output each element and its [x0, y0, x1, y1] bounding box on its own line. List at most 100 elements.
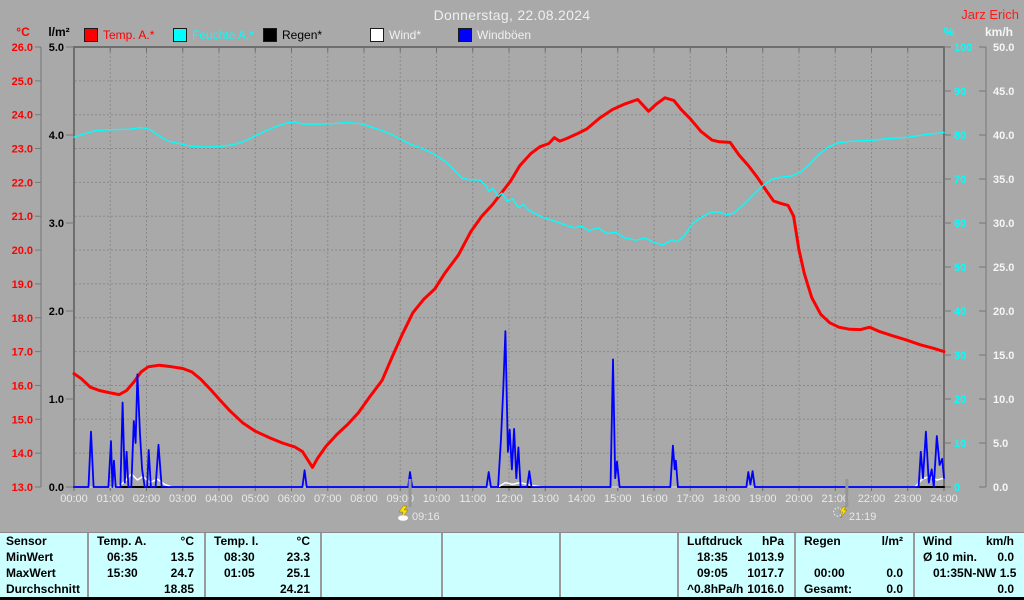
column-unit — [667, 533, 677, 549]
table-value-row: 0.0 — [915, 581, 1024, 597]
cell-label — [561, 565, 569, 581]
cell-label: Gesamt: — [804, 582, 853, 596]
legend-label: Wind* — [389, 28, 422, 42]
x-tick-label: 20:00 — [785, 493, 813, 505]
table-value-row: 18:35 1013.9 — [679, 549, 794, 565]
x-tick-label: 08:00 — [350, 493, 378, 505]
x-tick-label: 00:00 — [60, 493, 88, 505]
cell-value: 1017.7 — [747, 566, 784, 580]
temp-tick-label: 21.0 — [12, 211, 33, 223]
x-tick-label: 05:00 — [241, 493, 269, 505]
moon-flash-icon — [833, 506, 848, 519]
column-name: Temp. A. — [97, 534, 147, 548]
x-tick-label: 12:00 — [495, 493, 523, 505]
x-tick-label: 23:00 — [894, 493, 922, 505]
page-title: Donnerstag, 22.08.2024 — [433, 7, 591, 23]
x-tick-label: 09:00 — [386, 493, 414, 505]
humidity-axis: 0 10 20 30 40 50 60 70 80 90 100 — [944, 42, 972, 494]
humidity-tick-label: 60 — [954, 218, 966, 230]
humidity-tick-label: 40 — [954, 306, 966, 318]
row-header: Durchschnitt — [6, 582, 81, 596]
column-unit: hPa — [761, 534, 784, 548]
x-tick-label: 17:00 — [676, 493, 704, 505]
cell-value: 24.21 — [279, 582, 310, 596]
column-header-row: Wind km/h — [915, 533, 1024, 549]
cell-label — [561, 581, 569, 597]
wind-tick-label: 15.0 — [993, 350, 1014, 362]
x-axis-labels: 00:00 01:00 02:00 03:00 04:00 05:00 06:00 07:00… — [60, 493, 958, 505]
windboeen-swatch-icon — [458, 28, 472, 42]
table-value-row — [322, 565, 441, 581]
cell-label: 09:05 — [697, 566, 728, 580]
x-tick-label: 24:00 — [930, 493, 958, 505]
cell-label — [796, 549, 804, 565]
cell-value: N-NW 1.5 — [963, 566, 1017, 580]
column-header-row: Temp. A. °C — [89, 533, 204, 549]
summary-table: Sensor MinWert MaxWert Durchschnitt Temp. A.… — [0, 532, 1024, 597]
cell-value — [667, 581, 677, 597]
rain-tick-label: 2.0 — [49, 306, 64, 318]
x-tick-label: 03:00 — [169, 493, 197, 505]
event-marker-21-19: 21:19 — [833, 479, 877, 523]
event-time-label: 21:19 — [849, 511, 877, 523]
x-tick-label: 13:00 — [531, 493, 559, 505]
table-column-luftdruck: Luftdruck hPa 18:35 1013.9 09:05 1017.7 ^0.8hP… — [677, 533, 794, 597]
table-value-row — [443, 565, 559, 581]
table-value-row: 09:05 1017.7 — [679, 565, 794, 581]
legend-label: Temp. A.* — [103, 28, 155, 42]
table-column-empty — [441, 533, 559, 597]
cell-label: 06:35 — [107, 550, 138, 564]
x-tick-label: 15:00 — [604, 493, 632, 505]
x-tick-label: 14:00 — [568, 493, 596, 505]
temp-tick-label: 23.0 — [12, 144, 33, 156]
rain-axis: 0.0 1.0 2.0 3.0 4.0 5.0 — [49, 42, 74, 494]
table-value-row: 08:30 23.3 — [206, 549, 320, 565]
humidity-tick-label: 10 — [954, 438, 966, 450]
x-tick-label: 06:00 — [278, 493, 306, 505]
cell-label: 00:00 — [814, 566, 845, 580]
temp-tick-label: 22.0 — [12, 177, 33, 189]
temp-tick-label: 16.0 — [12, 380, 33, 392]
humidity-tick-label: 30 — [954, 350, 966, 362]
cell-value: 0.0 — [997, 582, 1014, 596]
column-name: Wind — [923, 534, 953, 548]
series-temp-a-line — [72, 96, 946, 469]
wind-tick-label: 35.0 — [993, 174, 1014, 186]
temp-tick-label: 20.0 — [12, 245, 33, 257]
wind-tick-label: 20.0 — [993, 306, 1014, 318]
temp-a-swatch-icon — [84, 28, 98, 42]
column-unit: km/h — [985, 534, 1014, 548]
temp-tick-label: 19.0 — [12, 279, 33, 291]
cell-value — [431, 565, 441, 581]
column-name — [322, 533, 330, 549]
x-tick-label: 11:00 — [459, 493, 486, 505]
x-tick-label: 22:00 — [858, 493, 886, 505]
wind-axis: 0.0 5.0 10.0 15.0 20.0 25.0 30.0 35.0 40.0 45.0 50… — [979, 42, 1014, 494]
event-time-label: 09:16 — [412, 511, 440, 523]
cell-value — [903, 549, 913, 565]
cell-label: 15:30 — [107, 566, 138, 580]
temp-tick-label: 26.0 — [12, 42, 33, 54]
humidity-tick-label: 0 — [954, 482, 960, 494]
column-header-row — [561, 533, 677, 549]
legend-item-windboeen: Windböen — [458, 28, 531, 42]
cell-label — [443, 565, 451, 581]
table-value-row — [443, 549, 559, 565]
wind-tick-label: 0.0 — [993, 482, 1008, 494]
legend-item-regen: Regen* — [263, 28, 322, 42]
humidity-tick-label: 70 — [954, 174, 966, 186]
humidity-tick-label: 80 — [954, 130, 966, 142]
rain-tick-label: 0.0 — [49, 482, 64, 494]
temp-tick-label: 14.0 — [12, 448, 33, 460]
humidity-tick-label: 90 — [954, 86, 966, 98]
column-name: Regen — [804, 534, 841, 548]
legend-label: Feuchte A.* — [192, 28, 255, 42]
x-tick-label: 02:00 — [133, 493, 161, 505]
table-value-row: Gesamt: 0.0 — [796, 581, 913, 597]
humidity-tick-label: 50 — [954, 262, 966, 274]
cell-value: 23.3 — [286, 550, 310, 564]
table-column-empty — [559, 533, 677, 597]
grid-lines — [75, 48, 943, 486]
table-column-regen: Regen l/m² 00:00 0.0 Gesamt: 0.0 — [794, 533, 913, 597]
